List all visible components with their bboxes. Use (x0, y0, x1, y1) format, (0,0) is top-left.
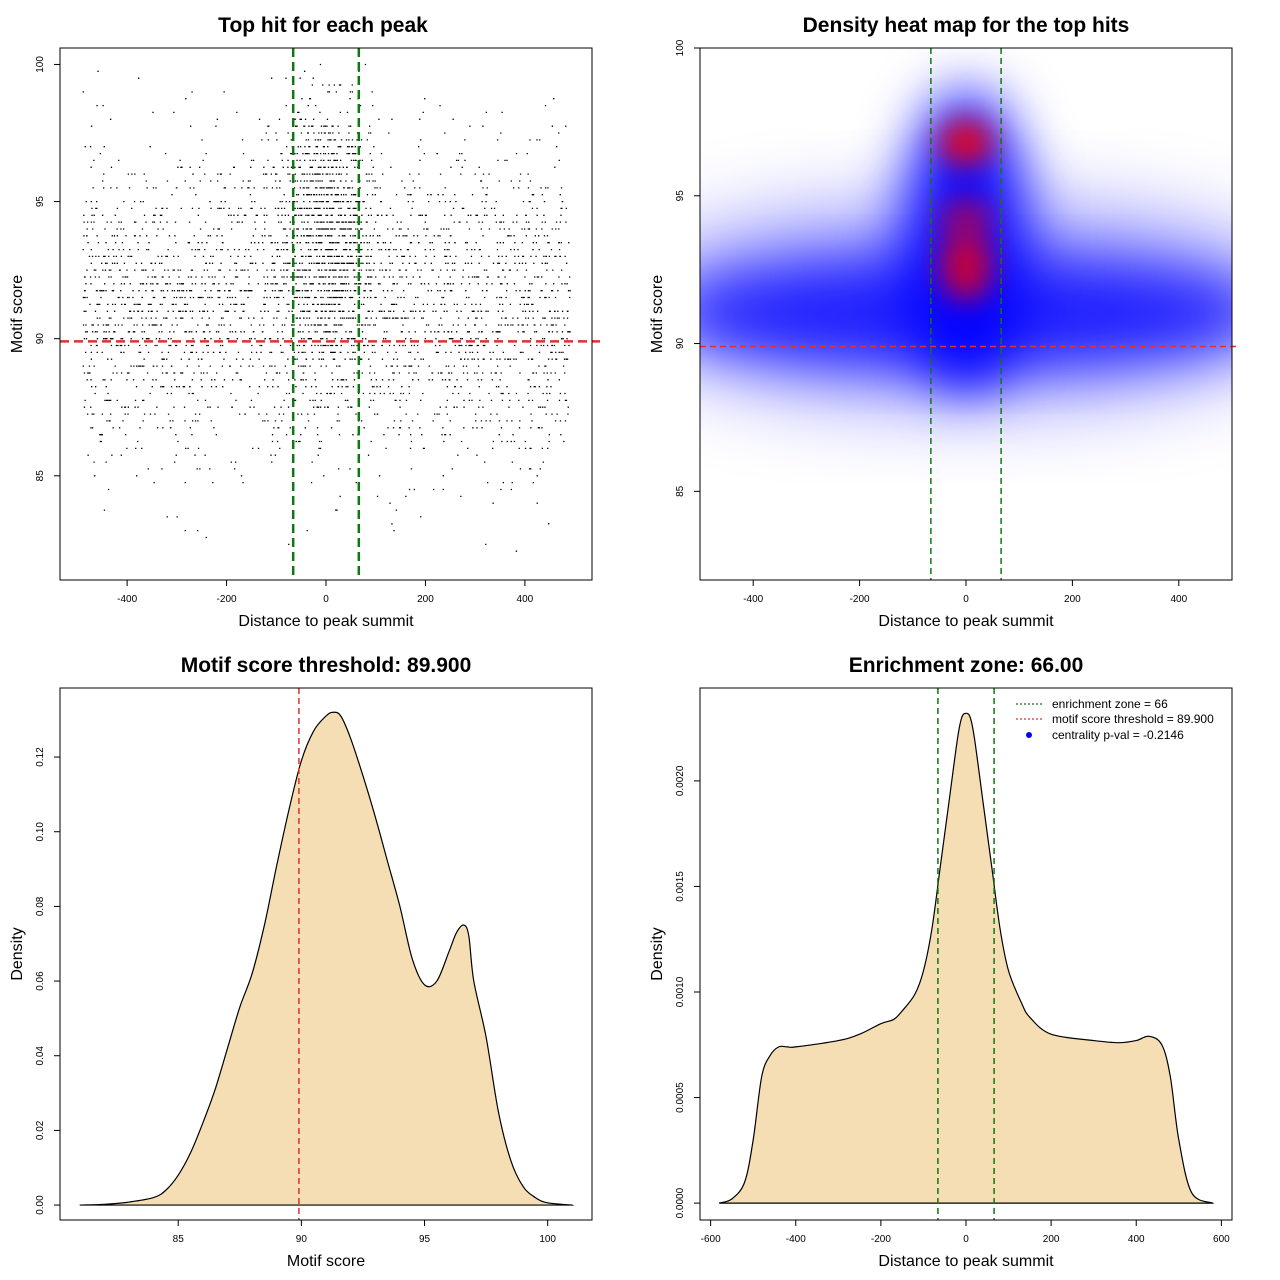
heatmap-x-tick-label: -400 (743, 594, 763, 605)
legend-item-pval: centrality p-val = -0.2146 (1052, 728, 1184, 742)
score-y-axis: 0.00 0.02 0.04 0.06 0.08 0.10 0.12 (35, 747, 60, 1215)
distance-x-tick-label: 0 (963, 1234, 969, 1245)
distance-x-tick-label: 200 (1043, 1234, 1060, 1245)
distance-density-area (718, 712, 1214, 1204)
scatter-x-tick-label: -400 (117, 594, 137, 605)
scatter-y-tick-label: 95 (35, 196, 46, 208)
scatter-y-tick-label: 85 (35, 470, 46, 482)
score-y-label: Density (9, 927, 26, 980)
heatmap-x-tick-label: 0 (963, 594, 969, 605)
legend-item-zone: enrichment zone = 66 (1052, 697, 1168, 711)
scatter-y-label: Motif score (9, 275, 26, 353)
heatmap-y-label: Motif score (649, 275, 666, 353)
heatmap-x-axis: -400 -200 0 200 400 (743, 580, 1188, 605)
score-density-title: Motif score threshold: 89.900 (181, 654, 472, 677)
distance-density-panel: Enrichment zone: 66.00 -600 -400 -200 0 200 4… (649, 654, 1233, 1270)
scatter-x-label: Distance to peak summit (238, 613, 414, 630)
distance-x-tick-label: -200 (871, 1234, 891, 1245)
heatmap-density (700, 48, 1232, 580)
heatmap-title: Density heat map for the top hits (803, 14, 1130, 37)
legend-swatch-pval (1026, 732, 1032, 738)
score-density-area (79, 711, 573, 1206)
score-x-axis: 85 90 95 100 (173, 1220, 556, 1245)
score-y-tick-label: 0.12 (35, 747, 46, 767)
score-x-tick-label: 100 (539, 1234, 556, 1245)
distance-y-tick-label: 0.0005 (675, 1082, 686, 1113)
score-y-tick-label: 0.00 (35, 1195, 46, 1215)
score-y-tick-label: 0.10 (35, 822, 46, 842)
scatter-x-tick-label: -200 (217, 594, 237, 605)
score-density-panel: Motif score threshold: 89.900 85 90 95 100 … (9, 654, 593, 1270)
scatter-y-tick-label: 100 (35, 56, 46, 73)
scatter-guide-lines (60, 48, 600, 580)
score-x-tick-label: 90 (296, 1234, 308, 1245)
heatmap-y-tick-label: 100 (675, 39, 686, 56)
scatter-point-cloud (82, 63, 571, 552)
distance-x-tick-label: -600 (701, 1234, 721, 1245)
distance-x-tick-label: -400 (786, 1234, 806, 1245)
distance-x-axis: -600 -400 -200 0 200 400 600 (701, 1220, 1230, 1245)
distance-y-axis: 0.0000 0.0005 0.0010 0.0015 0.0020 (675, 765, 700, 1218)
heatmap-x-label: Distance to peak summit (878, 613, 1054, 630)
heatmap-panel: Density heat map for the top hits -400 -2… (649, 14, 1240, 630)
scatter-x-axis: -400 -200 0 200 400 (117, 580, 534, 605)
score-y-tick-label: 0.08 (35, 896, 46, 916)
distance-y-tick-label: 0.0000 (675, 1187, 686, 1218)
heatmap-y-axis: 85 90 95 100 (675, 39, 700, 497)
heatmap-y-tick-label: 85 (675, 485, 686, 497)
legend: enrichment zone = 66 motif score thresho… (1016, 697, 1214, 742)
distance-y-tick-label: 0.0015 (675, 871, 686, 902)
heat-hotspot (940, 120, 992, 165)
score-y-tick-label: 0.02 (35, 1120, 46, 1140)
scatter-x-tick-label: 0 (323, 594, 329, 605)
heat-hotspot (940, 232, 992, 301)
score-x-label: Motif score (287, 1253, 365, 1270)
heatmap-x-tick-label: 200 (1064, 594, 1081, 605)
distance-x-tick-label: 400 (1128, 1234, 1145, 1245)
distance-x-label: Distance to peak summit (878, 1253, 1054, 1270)
score-y-tick-label: 0.06 (35, 971, 46, 991)
score-x-tick-label: 85 (173, 1234, 185, 1245)
distance-y-tick-label: 0.0010 (675, 976, 686, 1007)
scatter-y-axis: 85 90 95 100 (35, 56, 60, 482)
heatmap-y-tick-label: 95 (675, 190, 686, 202)
scatter-panel: Top hit for each peak -400 -200 0 200 400 85… (9, 14, 600, 630)
heatmap-x-tick-label: 400 (1170, 594, 1187, 605)
distance-guide-lines (937, 688, 995, 1220)
heatmap-y-tick-label: 90 (675, 338, 686, 350)
scatter-x-tick-label: 200 (417, 594, 434, 605)
heat-hotspot (940, 197, 992, 242)
scatter-x-tick-label: 400 (517, 594, 534, 605)
heatmap-guide-lines (700, 48, 1240, 580)
legend-item-threshold: motif score threshold = 89.900 (1052, 712, 1214, 726)
distance-y-label: Density (649, 927, 666, 980)
scatter-plot-frame (59, 47, 593, 581)
score-y-tick-label: 0.04 (35, 1046, 46, 1066)
score-plot-frame (59, 687, 593, 1221)
distance-density-title: Enrichment zone: 66.00 (849, 654, 1084, 677)
heatmap-x-tick-label: -200 (850, 594, 870, 605)
scatter-points (82, 63, 571, 552)
scatter-title: Top hit for each peak (218, 14, 428, 37)
score-x-tick-label: 95 (419, 1234, 431, 1245)
scatter-y-tick-label: 90 (35, 333, 46, 345)
distance-x-tick-label: 600 (1213, 1234, 1230, 1245)
distance-y-tick-label: 0.0020 (675, 765, 686, 796)
